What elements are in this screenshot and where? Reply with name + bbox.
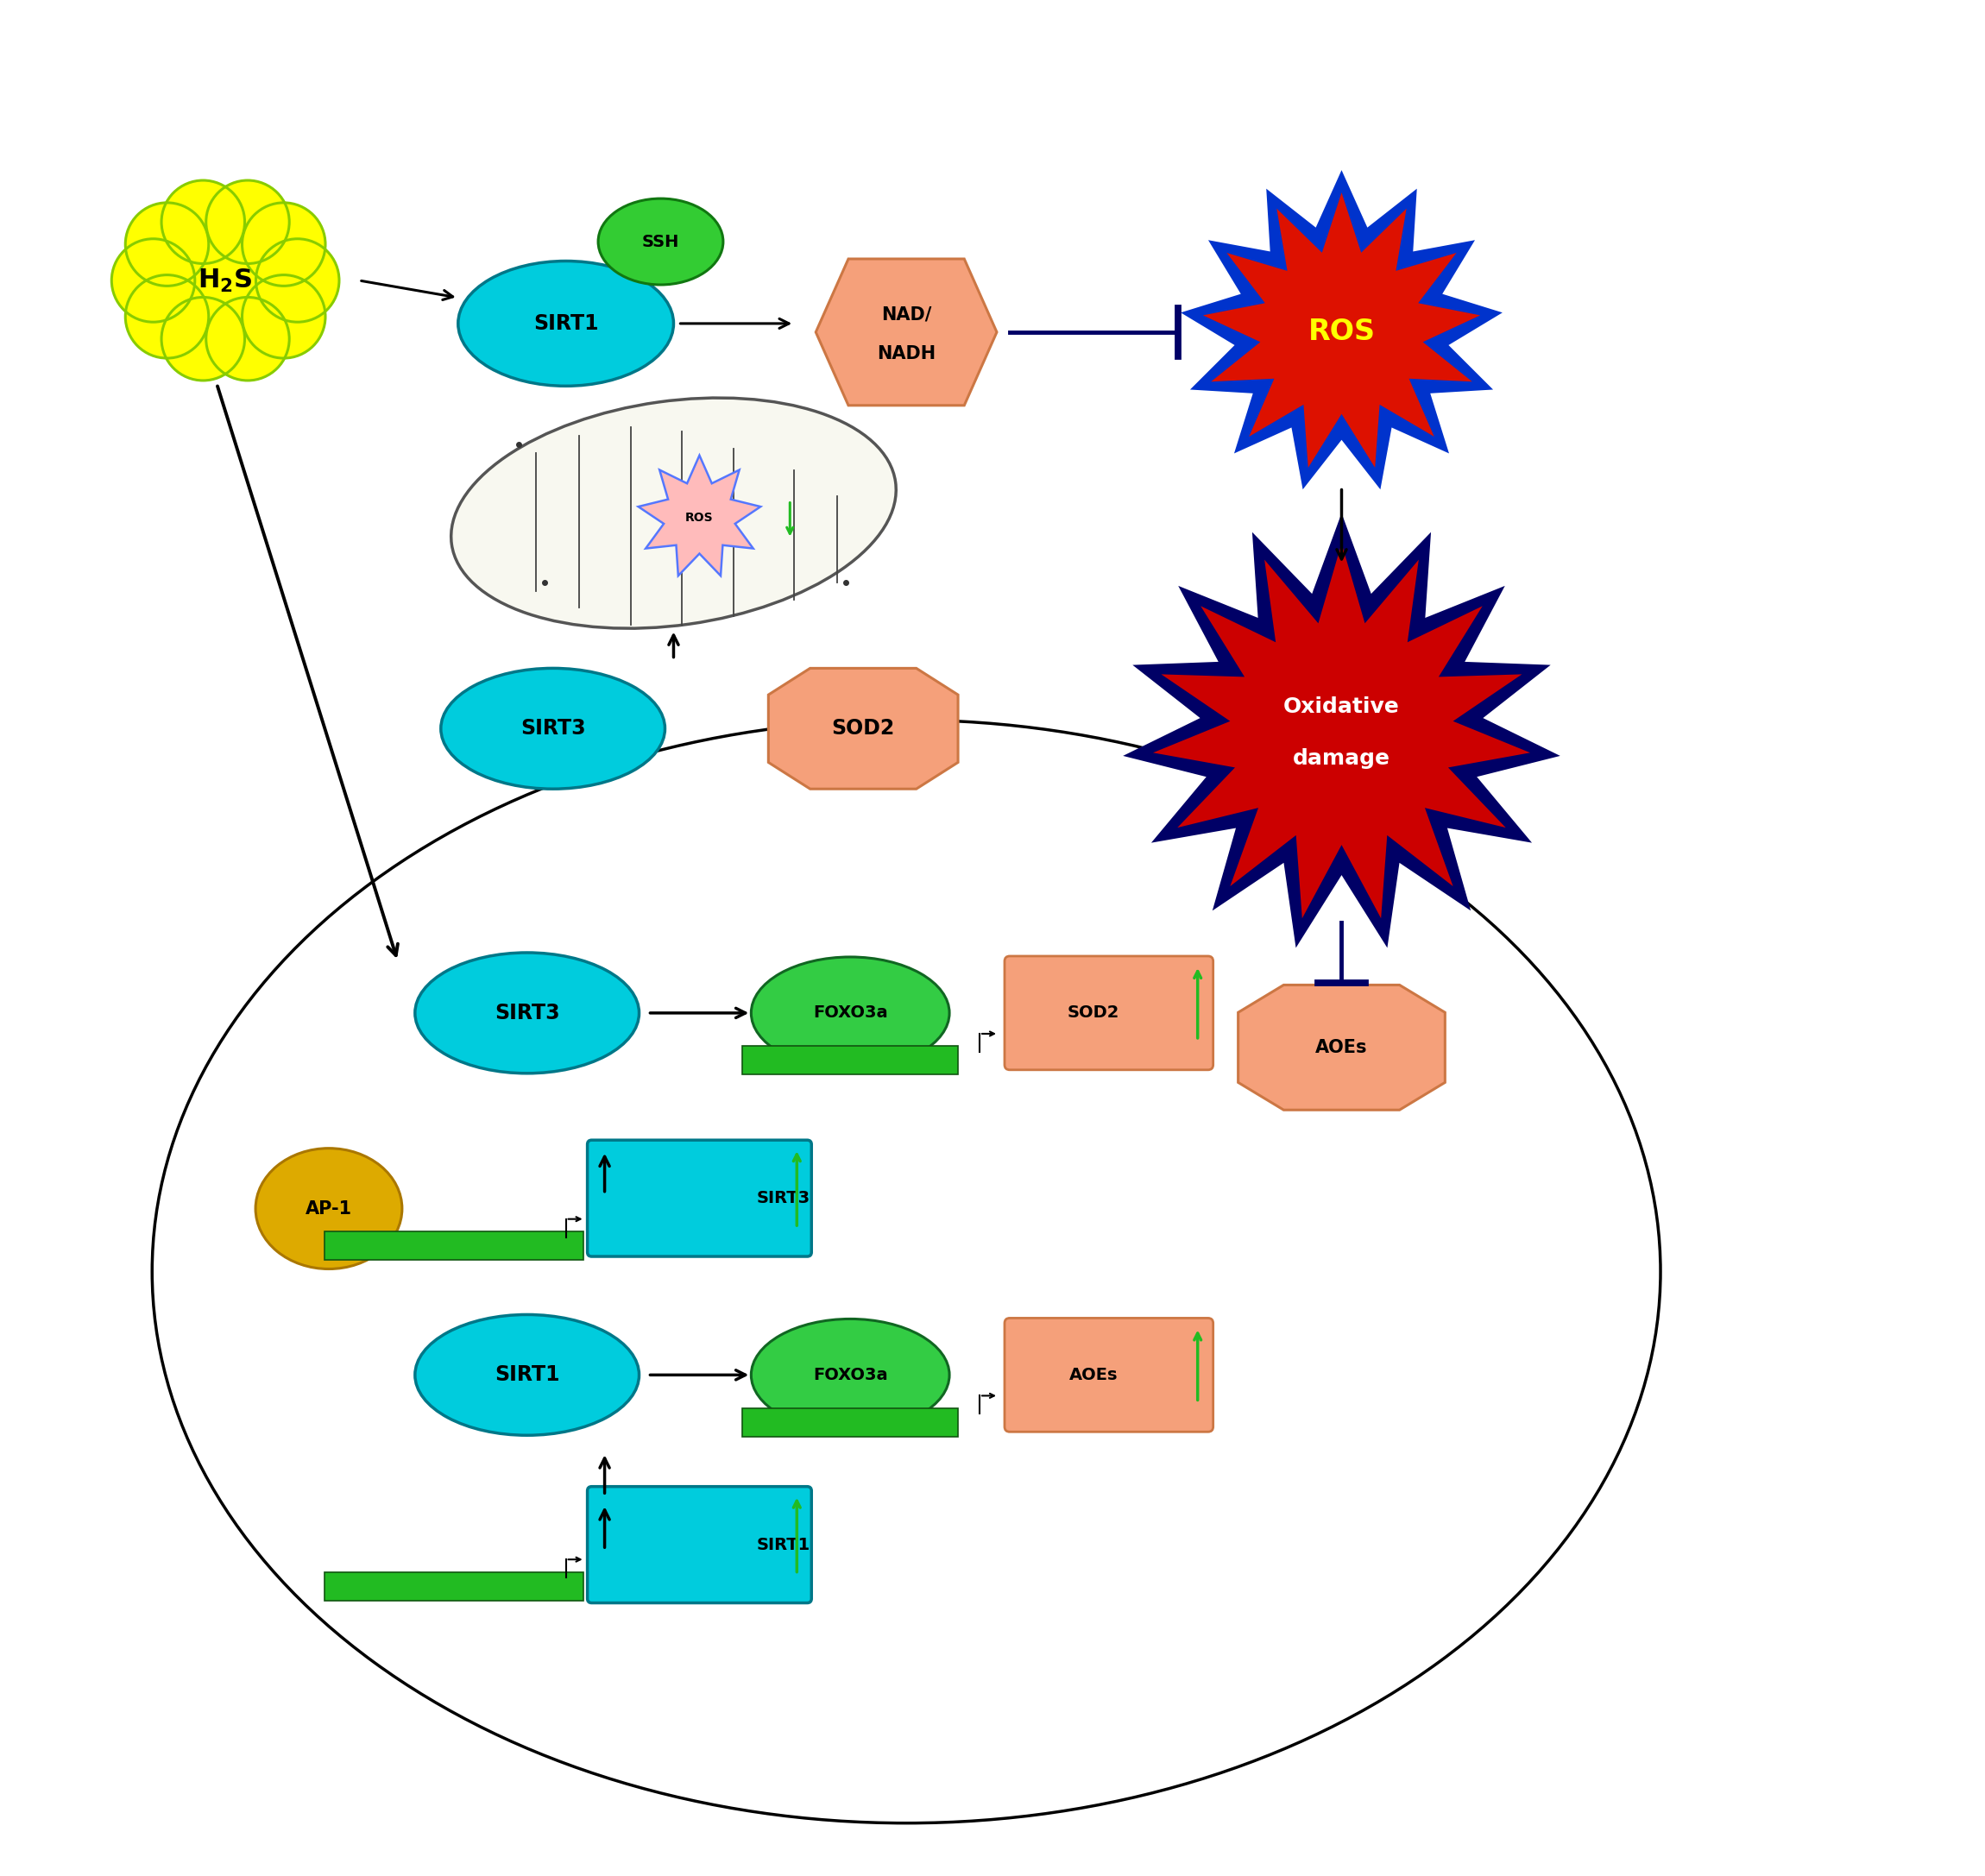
Ellipse shape: [415, 1315, 639, 1435]
Text: Oxidative: Oxidative: [1284, 696, 1399, 717]
Text: AOEs: AOEs: [1316, 1039, 1368, 1056]
Text: damage: damage: [1292, 749, 1389, 769]
Text: NADH: NADH: [877, 345, 935, 362]
Ellipse shape: [153, 720, 1661, 1823]
Circle shape: [171, 225, 280, 336]
Polygon shape: [1153, 544, 1530, 919]
Text: FOXO3a: FOXO3a: [814, 1368, 887, 1383]
Circle shape: [242, 203, 326, 285]
Polygon shape: [639, 456, 760, 576]
Circle shape: [242, 276, 326, 358]
Text: NAD/: NAD/: [881, 306, 931, 323]
Ellipse shape: [750, 957, 949, 1069]
Text: SIRT3: SIRT3: [756, 1189, 810, 1206]
Circle shape: [256, 238, 339, 323]
Polygon shape: [1124, 514, 1560, 947]
Circle shape: [206, 296, 290, 381]
Polygon shape: [816, 259, 996, 405]
Bar: [324, 1572, 584, 1600]
Bar: [324, 1231, 584, 1261]
Bar: [742, 1409, 959, 1437]
Text: SIRT1: SIRT1: [494, 1364, 560, 1384]
Ellipse shape: [459, 261, 673, 386]
FancyBboxPatch shape: [588, 1141, 812, 1257]
Circle shape: [161, 180, 244, 265]
Text: ROS: ROS: [1308, 317, 1376, 347]
Ellipse shape: [451, 398, 895, 628]
Polygon shape: [1239, 985, 1445, 1111]
Ellipse shape: [441, 668, 665, 790]
Text: SIRT3: SIRT3: [494, 1002, 560, 1022]
Circle shape: [161, 296, 244, 381]
Text: $\mathbf{H_2S}$: $\mathbf{H_2S}$: [198, 266, 252, 295]
Ellipse shape: [415, 953, 639, 1073]
Text: FOXO3a: FOXO3a: [814, 1006, 887, 1021]
Text: SSH: SSH: [641, 233, 679, 250]
Polygon shape: [1181, 171, 1503, 490]
Circle shape: [206, 180, 290, 265]
Text: SIRT1: SIRT1: [756, 1536, 810, 1553]
Text: AP-1: AP-1: [306, 1201, 351, 1218]
Text: SOD2: SOD2: [1068, 1006, 1120, 1021]
Text: SIRT3: SIRT3: [520, 719, 586, 739]
Text: SIRT1: SIRT1: [534, 313, 597, 334]
FancyBboxPatch shape: [1004, 957, 1213, 1069]
Ellipse shape: [597, 199, 723, 285]
Circle shape: [111, 238, 195, 323]
Text: SOD2: SOD2: [832, 719, 895, 739]
Bar: [742, 1047, 959, 1075]
FancyBboxPatch shape: [588, 1486, 812, 1602]
FancyBboxPatch shape: [1004, 1319, 1213, 1431]
Text: AOEs: AOEs: [1070, 1368, 1118, 1383]
Circle shape: [125, 276, 208, 358]
Circle shape: [125, 203, 208, 285]
Polygon shape: [768, 668, 959, 790]
Ellipse shape: [256, 1148, 403, 1268]
Text: ROS: ROS: [685, 512, 713, 523]
Ellipse shape: [750, 1319, 949, 1431]
Polygon shape: [1203, 193, 1481, 467]
